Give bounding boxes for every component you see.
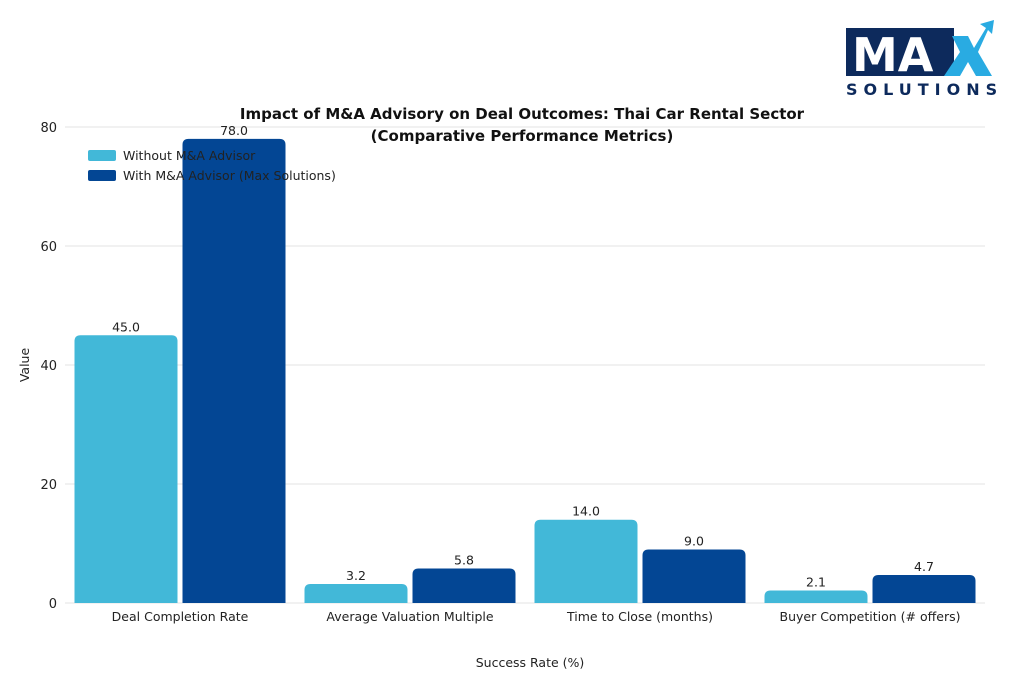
x-tick-label: Buyer Competition (# offers) xyxy=(780,609,961,624)
legend-label-without-advisor: Without M&A Advisor xyxy=(123,147,256,163)
legend-swatch-with-advisor xyxy=(88,169,116,181)
bar xyxy=(764,590,868,603)
bar-value-label: 45.0 xyxy=(112,319,140,334)
bar xyxy=(412,568,516,603)
bar-value-label: 78.0 xyxy=(220,123,248,138)
bar xyxy=(74,335,178,603)
chart-title-line1: Impact of M&A Advisory on Deal Outcomes:… xyxy=(239,105,805,123)
y-tick-label: 20 xyxy=(40,478,57,493)
bar-value-label: 5.8 xyxy=(454,552,474,567)
svg-text:MA: MA xyxy=(852,28,934,80)
x-tick-label: Deal Completion Rate xyxy=(112,609,249,624)
y-tick-label: 40 xyxy=(40,359,57,374)
legend-item-without-advisor: Without M&A Advisor xyxy=(88,146,336,164)
bar xyxy=(182,138,286,603)
bar-value-label: 2.1 xyxy=(806,575,826,590)
logo-wordmark: SOLUTIONS xyxy=(846,80,1004,99)
x-tick-label: Time to Close (months) xyxy=(566,609,713,624)
chart-title: Impact of M&A Advisory on Deal Outcomes:… xyxy=(0,103,1024,147)
bar xyxy=(642,549,746,603)
x-axis-label: Success Rate (%) xyxy=(476,655,585,670)
bar-value-label: 3.2 xyxy=(346,568,366,583)
y-tick-label: 80 xyxy=(40,121,57,136)
y-tick-label: 0 xyxy=(49,597,57,612)
legend-item-with-advisor: With M&A Advisor (Max Solutions) xyxy=(88,166,336,184)
bar-value-label: 14.0 xyxy=(572,504,600,519)
chart-legend: Without M&A Advisor With M&A Advisor (Ma… xyxy=(88,146,336,186)
x-tick-label: Average Valuation Multiple xyxy=(326,609,493,624)
bar xyxy=(304,583,408,603)
y-axis-label: Value xyxy=(17,348,32,383)
bar-value-label: 9.0 xyxy=(684,533,704,548)
legend-swatch-without-advisor xyxy=(88,149,116,161)
chart-title-line2: (Comparative Performance Metrics) xyxy=(370,127,674,145)
legend-label-with-advisor: With M&A Advisor (Max Solutions) xyxy=(123,167,336,183)
bar-value-label: 4.7 xyxy=(914,559,934,574)
logo-mark-icon: MA xyxy=(846,20,994,82)
bar xyxy=(872,575,976,603)
bar xyxy=(534,519,638,603)
y-tick-label: 60 xyxy=(40,240,57,255)
max-solutions-logo: MA SOLUTIONS xyxy=(840,18,1000,108)
